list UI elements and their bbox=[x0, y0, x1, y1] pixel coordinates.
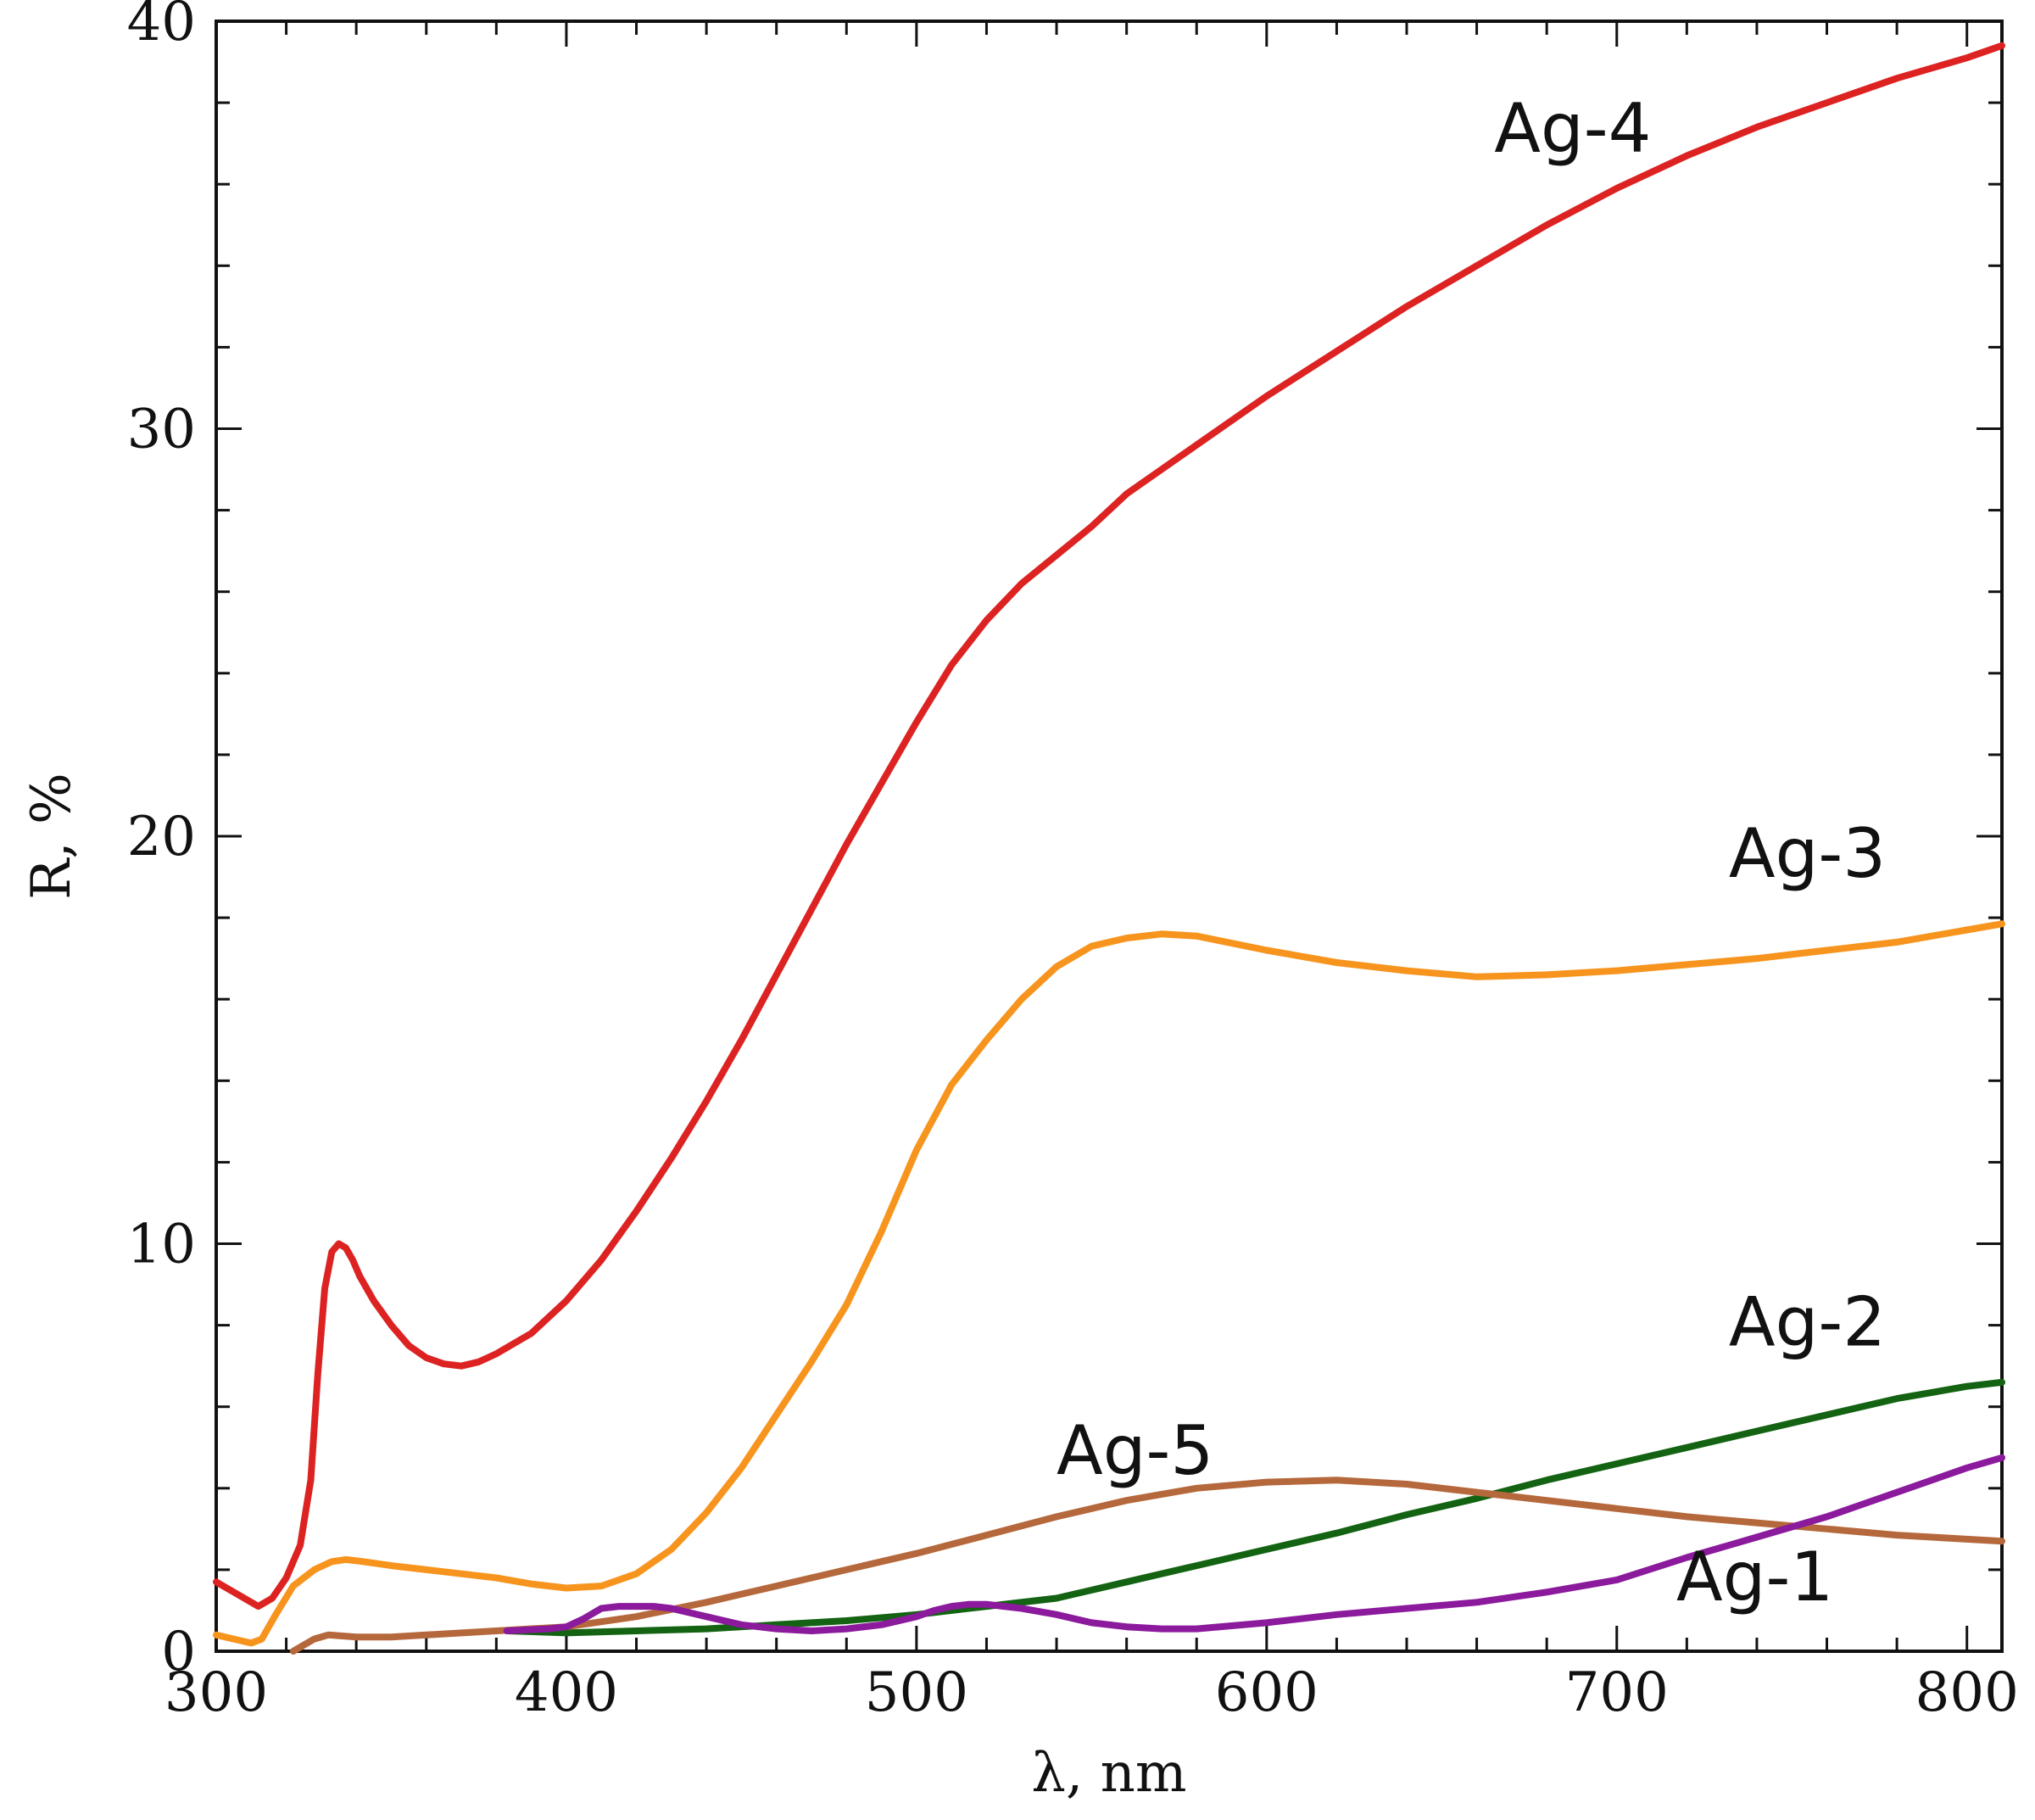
y-tick-label: 30 bbox=[127, 399, 196, 461]
series-label-ag-2: Ag-2 bbox=[1729, 1283, 1886, 1362]
series-line-ag-4 bbox=[213, 42, 2005, 1611]
x-tick-label: 300 bbox=[164, 1661, 268, 1724]
x-tick-label: 800 bbox=[1915, 1661, 2019, 1724]
x-tick-label: 600 bbox=[1215, 1661, 1319, 1724]
y-tick-label: 40 bbox=[127, 0, 196, 53]
y-tick-label: 20 bbox=[127, 806, 196, 868]
x-tick-label: 400 bbox=[515, 1661, 618, 1724]
series-label-ag-5: Ag-5 bbox=[1057, 1411, 1213, 1490]
series-labels: Ag-4 Ag-3 Ag-2 Ag-5 Ag-1 bbox=[1057, 89, 1886, 1616]
series-label-ag-3: Ag-3 bbox=[1729, 814, 1886, 893]
tick-labels: 300 400 500 600 700 800 0 10 20 30 40 bbox=[127, 0, 2019, 1724]
series-label-ag-1: Ag-1 bbox=[1676, 1538, 1833, 1616]
plot-area: Ag-4 Ag-3 Ag-2 Ag-5 Ag-1 bbox=[213, 20, 2005, 1655]
series-label-ag-4: Ag-4 bbox=[1494, 89, 1651, 168]
y-tick-label: 10 bbox=[127, 1214, 196, 1276]
y-axis-title: R, % bbox=[20, 773, 83, 900]
y-tick-label: 0 bbox=[161, 1621, 196, 1683]
series-line-ag-1 bbox=[503, 1454, 2005, 1634]
series-line-ag-5 bbox=[289, 1477, 2005, 1655]
axis-ticks bbox=[215, 20, 2002, 1653]
x-tick-label: 500 bbox=[865, 1661, 968, 1724]
series-line-ag-3 bbox=[213, 920, 2005, 1647]
x-tick-label: 700 bbox=[1565, 1661, 1669, 1724]
x-axis-title: λ, nm bbox=[1031, 1742, 1186, 1805]
series-lines bbox=[213, 42, 2005, 1655]
